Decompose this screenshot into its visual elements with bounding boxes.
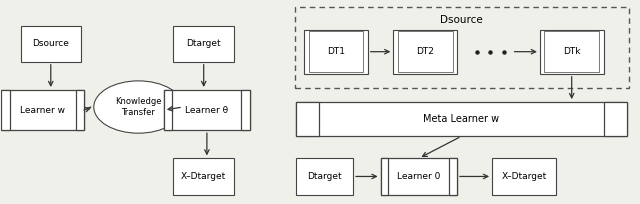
Bar [381, 158, 457, 195]
Bar [164, 90, 173, 130]
Bar [296, 102, 319, 136]
Text: Knowledge
Transfer: Knowledge Transfer [115, 97, 162, 117]
Bar [308, 31, 364, 72]
Text: Learner 0: Learner 0 [397, 172, 440, 181]
Text: Learner θ: Learner θ [186, 105, 228, 115]
Text: X–Dtarget: X–Dtarget [181, 172, 227, 181]
Bar [449, 158, 457, 195]
Bar [76, 90, 84, 130]
Bar [1, 90, 10, 130]
Bar [604, 102, 627, 136]
Bar [173, 26, 234, 62]
Text: DT2: DT2 [416, 47, 434, 56]
Text: Meta Learner w: Meta Learner w [424, 114, 500, 124]
Text: Dtarget: Dtarget [186, 39, 221, 48]
Bar [241, 90, 250, 130]
Bar [20, 26, 81, 62]
Text: X–Dtarget: X–Dtarget [501, 172, 547, 181]
Text: DTk: DTk [563, 47, 580, 56]
Bar [381, 158, 388, 195]
Text: Dsource: Dsource [33, 39, 69, 48]
Bar [394, 30, 457, 74]
Text: DT1: DT1 [327, 47, 345, 56]
Bar [540, 30, 604, 74]
Bar [296, 158, 353, 195]
Text: Dtarget: Dtarget [307, 172, 342, 181]
Bar [173, 158, 234, 195]
Text: Dsource: Dsource [440, 16, 483, 26]
Bar [296, 102, 627, 136]
Bar [1, 90, 84, 130]
Bar [304, 30, 368, 74]
Bar [544, 31, 599, 72]
Bar [397, 31, 452, 72]
Bar [294, 7, 629, 88]
Bar [492, 158, 556, 195]
Text: Learner w: Learner w [20, 105, 65, 115]
Bar [164, 90, 250, 130]
Ellipse shape [94, 81, 183, 133]
